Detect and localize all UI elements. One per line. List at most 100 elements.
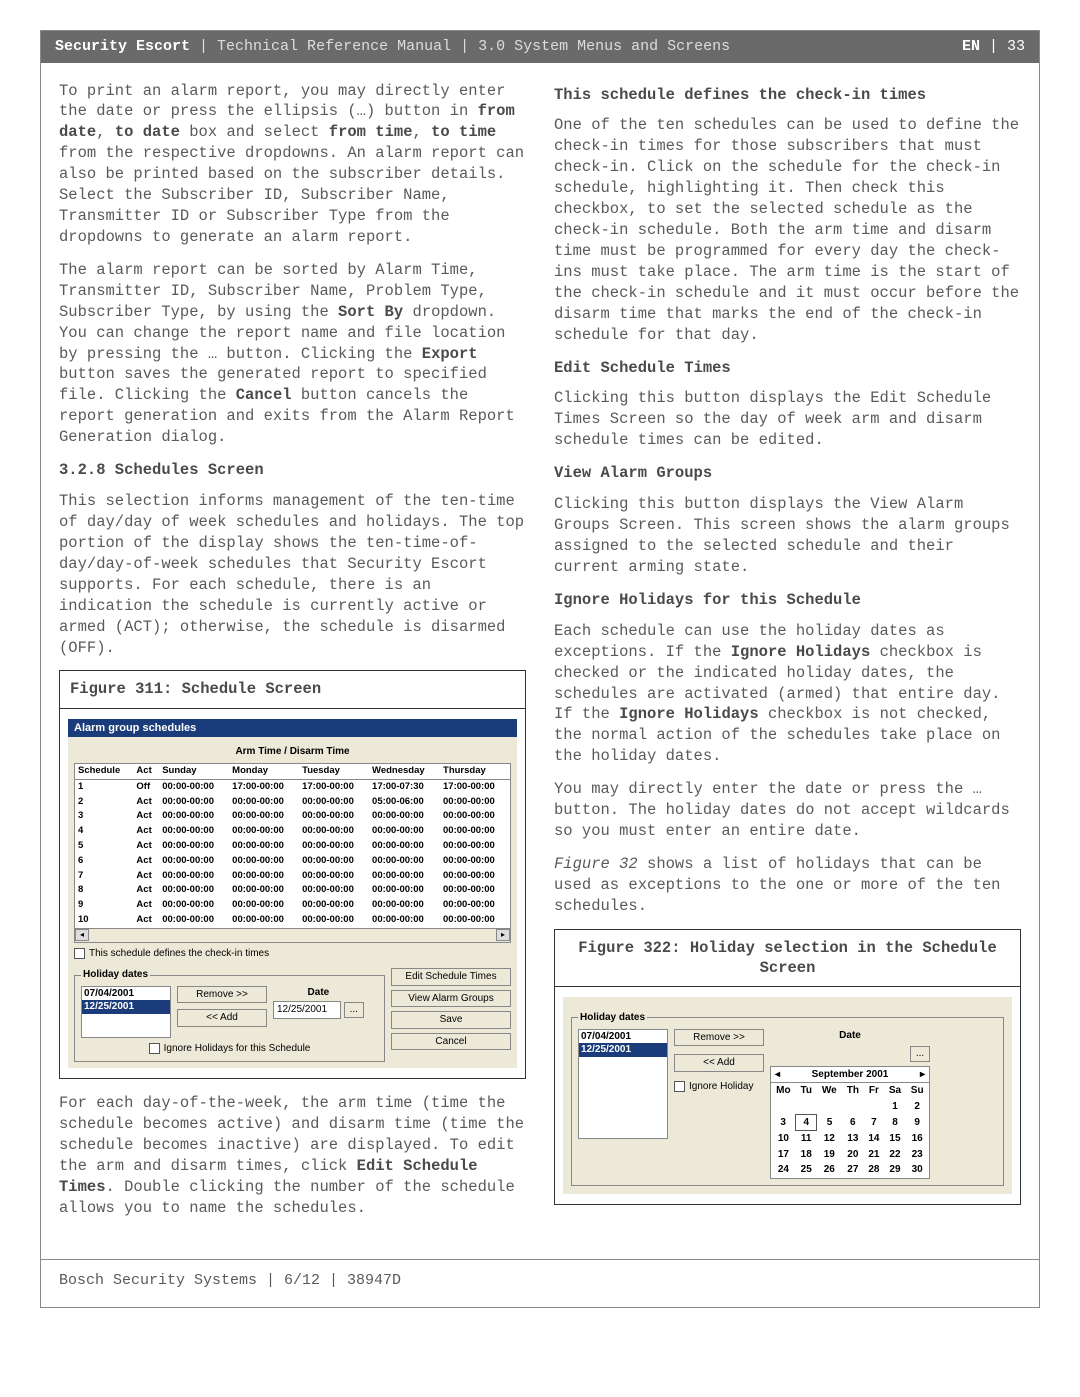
view-alarm-groups-button[interactable]: View Alarm Groups — [391, 990, 511, 1008]
cal-day[interactable]: 5 — [817, 1114, 842, 1131]
table-row[interactable]: 2Act00:00-00:0000:00-00:0000:00-00:0005:… — [75, 795, 510, 810]
table-row[interactable]: 5Act00:00-00:0000:00-00:0000:00-00:0000:… — [75, 839, 510, 854]
cal-day[interactable]: 11 — [796, 1131, 817, 1147]
section-heading: 3.2.8 Schedules Screen — [59, 460, 526, 481]
cal-next-icon[interactable]: ▸ — [920, 1068, 925, 1082]
checkbox-icon[interactable] — [674, 1081, 685, 1092]
cal-day[interactable]: 19 — [817, 1147, 842, 1163]
table-row[interactable]: 8Act00:00-00:0000:00-00:0000:00-00:0000:… — [75, 883, 510, 898]
list-item[interactable]: 12/25/2001 — [579, 1043, 667, 1057]
table-row[interactable]: 10Act00:00-00:0000:00-00:0000:00-00:0000… — [75, 913, 510, 928]
cal-day[interactable]: 3 — [771, 1114, 796, 1131]
table-super-header: Arm Time / Disarm Time — [74, 743, 511, 763]
h-scrollbar[interactable]: ◂ ▸ — [75, 928, 510, 942]
holiday-legend: Holiday dates — [81, 968, 150, 982]
cal-day[interactable]: 22 — [884, 1147, 906, 1163]
cal-day[interactable]: 17 — [771, 1147, 796, 1163]
table-col-header: Schedule — [75, 764, 133, 779]
ellipsis-button[interactable]: ... — [910, 1046, 930, 1062]
footer-text: Bosch Security Systems | 6/12 | 38947D — [59, 1272, 401, 1289]
heading-edit: Edit Schedule Times — [554, 358, 1021, 379]
checkin-checkbox[interactable]: This schedule defines the check-in times — [74, 947, 511, 961]
cal-day[interactable]: 7 — [864, 1114, 884, 1131]
cal-day — [864, 1099, 884, 1115]
holiday-legend: Holiday dates — [578, 1011, 647, 1025]
figure-caption: Figure 322: Holiday selection in the Sch… — [555, 930, 1020, 987]
table-row[interactable]: 4Act00:00-00:0000:00-00:0000:00-00:0000:… — [75, 824, 510, 839]
cal-day[interactable]: 28 — [864, 1162, 884, 1178]
cal-day[interactable]: 30 — [906, 1162, 929, 1178]
list-item[interactable]: 07/04/2001 — [579, 1030, 667, 1044]
cal-day[interactable]: 27 — [842, 1162, 864, 1178]
cal-day[interactable]: 14 — [864, 1131, 884, 1147]
cal-day[interactable]: 29 — [884, 1162, 906, 1178]
schedule-table-wrap: ScheduleActSundayMondayTuesdayWednesdayT… — [74, 763, 511, 943]
para: One of the ten schedules can be used to … — [554, 115, 1021, 345]
para: Each schedule can use the holiday dates … — [554, 621, 1021, 767]
date-input[interactable]: 12/25/2001 — [273, 1001, 341, 1019]
figure-caption: Figure 311: Schedule Screen — [60, 671, 525, 708]
table-row[interactable]: 7Act00:00-00:0000:00-00:0000:00-00:0000:… — [75, 869, 510, 884]
scroll-right-icon[interactable]: ▸ — [496, 929, 510, 941]
cal-day[interactable]: 24 — [771, 1162, 796, 1178]
cal-day[interactable]: 21 — [864, 1147, 884, 1163]
cal-day[interactable]: 12 — [817, 1131, 842, 1147]
remove-button[interactable]: Remove >> — [177, 986, 267, 1004]
page-number: 33 — [1007, 38, 1025, 55]
ignore-holidays-checkbox[interactable]: Ignore Holiday — [674, 1080, 764, 1094]
heading-ignore: Ignore Holidays for this Schedule — [554, 590, 1021, 611]
cal-day — [796, 1099, 817, 1115]
cal-day[interactable]: 2 — [906, 1099, 929, 1115]
date-label: Date — [308, 986, 330, 1000]
table-col-header: Act — [133, 764, 159, 779]
para: For each day-of-the-week, the arm time (… — [59, 1093, 526, 1219]
checkbox-icon[interactable] — [74, 948, 85, 959]
cal-day[interactable]: 20 — [842, 1147, 864, 1163]
list-item[interactable]: 07/04/2001 — [82, 987, 170, 1001]
cal-month: September 2001 — [812, 1068, 889, 1082]
content-columns: To print an alarm report, you may direct… — [41, 63, 1039, 1241]
edit-schedule-times-button[interactable]: Edit Schedule Times — [391, 968, 511, 986]
scroll-left-icon[interactable]: ◂ — [75, 929, 89, 941]
right-column: This schedule defines the check-in times… — [554, 81, 1021, 1231]
para: To print an alarm report, you may direct… — [59, 81, 526, 248]
table-row[interactable]: 1Off00:00-00:0017:00-00:0017:00-00:0017:… — [75, 779, 510, 794]
calendar-popup[interactable]: ◂ September 2001 ▸ MoTuWeThFrSaSu 123456… — [770, 1066, 930, 1179]
table-col-header: Tuesday — [299, 764, 369, 779]
cal-day[interactable]: 4 — [796, 1114, 817, 1131]
table-row[interactable]: 9Act00:00-00:0000:00-00:0000:00-00:0000:… — [75, 898, 510, 913]
cal-day — [771, 1099, 796, 1115]
ellipsis-button[interactable]: ... — [344, 1002, 364, 1018]
cal-day[interactable]: 13 — [842, 1131, 864, 1147]
add-button[interactable]: << Add — [177, 1009, 267, 1027]
table-col-header: Wednesday — [369, 764, 440, 779]
ignore-holidays-checkbox[interactable]: Ignore Holidays for this Schedule — [81, 1042, 378, 1056]
cal-day[interactable]: 25 — [796, 1162, 817, 1178]
save-button[interactable]: Save — [391, 1011, 511, 1029]
cal-day[interactable]: 16 — [906, 1131, 929, 1147]
calendar-grid[interactable]: MoTuWeThFrSaSu 1234567891011121314151617… — [771, 1083, 929, 1178]
add-button[interactable]: << Add — [674, 1054, 764, 1072]
cancel-button[interactable]: Cancel — [391, 1033, 511, 1051]
page-header: Security Escort | Technical Reference Ma… — [41, 31, 1039, 63]
list-item[interactable]: 12/25/2001 — [82, 1000, 170, 1014]
cal-day[interactable]: 23 — [906, 1147, 929, 1163]
holiday-list[interactable]: 07/04/2001 12/25/2001 — [81, 986, 171, 1038]
cal-day[interactable]: 15 — [884, 1131, 906, 1147]
cal-day — [842, 1099, 864, 1115]
table-col-header: Thursday — [440, 764, 510, 779]
table-row[interactable]: 3Act00:00-00:0000:00-00:0000:00-00:0000:… — [75, 809, 510, 824]
cal-day[interactable]: 9 — [906, 1114, 929, 1131]
holiday-list[interactable]: 07/04/2001 12/25/2001 — [578, 1029, 668, 1139]
left-column: To print an alarm report, you may direct… — [59, 81, 526, 1231]
cal-day[interactable]: 6 — [842, 1114, 864, 1131]
checkbox-icon[interactable] — [149, 1043, 160, 1054]
cal-day[interactable]: 10 — [771, 1131, 796, 1147]
table-row[interactable]: 6Act00:00-00:0000:00-00:0000:00-00:0000:… — [75, 854, 510, 869]
cal-day[interactable]: 18 — [796, 1147, 817, 1163]
remove-button[interactable]: Remove >> — [674, 1029, 764, 1047]
cal-prev-icon[interactable]: ◂ — [775, 1068, 780, 1082]
cal-day[interactable]: 8 — [884, 1114, 906, 1131]
cal-day[interactable]: 26 — [817, 1162, 842, 1178]
cal-day[interactable]: 1 — [884, 1099, 906, 1115]
